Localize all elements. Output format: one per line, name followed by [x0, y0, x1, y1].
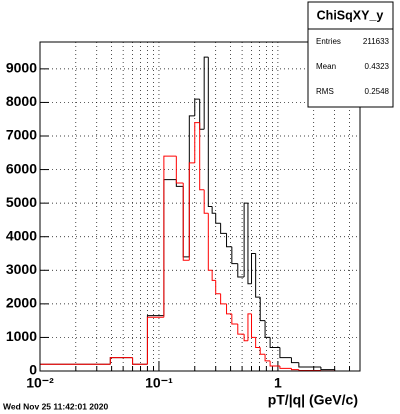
stats-label: RMS: [316, 87, 334, 96]
x-tick-label: 10⁻²: [26, 375, 54, 391]
histogram-bin: [269, 360, 280, 367]
histogram-bin: [298, 362, 321, 368]
y-tick-label: 6000: [6, 160, 37, 176]
y-tick-label: 7000: [6, 127, 37, 143]
histogram-bin: [132, 357, 148, 365]
histogram-bin: [211, 270, 216, 281]
histogram-bin: [259, 347, 266, 355]
histogram-bin: [226, 233, 232, 248]
x-tick-label: 10⁻¹: [145, 375, 173, 391]
stats-title: ChiSqXY_y: [317, 8, 384, 22]
histogram-bin: [207, 213, 213, 271]
histogram-bin: [194, 122, 200, 163]
y-tick-label: 4000: [6, 227, 37, 243]
histogram-bin: [226, 303, 232, 315]
histogram-bin: [264, 320, 271, 338]
histogram-bin: [194, 98, 200, 116]
histogram-bin: [203, 189, 209, 214]
timestamp: Wed Nov 25 11:42:01 2020: [3, 401, 108, 411]
histogram-bin: [251, 253, 256, 284]
y-tick-label: 3000: [6, 261, 37, 277]
histogram-bin: [109, 357, 133, 365]
stats-box: ChiSqXY_y Entries 211633 Mean 0.4323 RMS…: [307, 1, 394, 108]
histogram-bin: [199, 122, 205, 191]
histogram-bin: [231, 246, 238, 265]
y-tick-label: 5000: [6, 194, 37, 210]
histogram-bin: [182, 183, 190, 261]
y-tick-label: 1000: [6, 328, 37, 344]
plot-frame: [39, 41, 361, 372]
histogram-bin: [247, 313, 252, 341]
histogram-bin: [211, 206, 216, 214]
y-tick-label: 8000: [6, 93, 37, 109]
histogram-bin: [237, 324, 245, 335]
stats-value: 0.4323: [365, 62, 390, 71]
stats-value: 0.2548: [365, 87, 390, 96]
histogram-bin: [259, 297, 266, 322]
histogram-bin: [251, 313, 256, 338]
y-tick-label: 0: [29, 362, 37, 378]
histogram-bin: [290, 368, 299, 371]
stats-frame: [307, 1, 394, 108]
histogram-bin: [279, 347, 292, 359]
histogram-bin: [243, 202, 248, 277]
histogram-bin: [320, 366, 336, 371]
y-tick-label: 9000: [6, 60, 37, 76]
histogram-bin: [243, 334, 248, 342]
histogram-bin: [255, 337, 261, 348]
x-tick-label: 1: [274, 375, 282, 391]
y-tick-label: 2000: [6, 295, 37, 311]
x-axis-title: pT/|q| (GeV/c): [268, 392, 358, 408]
histogram-bin: [207, 57, 213, 207]
histogram-bin: [220, 223, 227, 234]
histogram-bin: [175, 156, 184, 184]
histogram-bin: [215, 280, 221, 295]
histogram-bin: [298, 369, 321, 371]
histogram-bin: [247, 203, 252, 285]
histogram-bin: [279, 365, 292, 369]
histogram-bin: [231, 313, 238, 325]
histogram-bin: [203, 56, 209, 130]
histogram-bin: [255, 253, 261, 298]
histogram-bin: [264, 354, 271, 362]
stats-label: Mean: [316, 62, 336, 71]
stats-label: Entries: [316, 37, 341, 46]
histogram-bin: [269, 337, 280, 348]
histogram-bin: [163, 155, 177, 318]
histogram-bin: [215, 213, 221, 224]
histogram-bin: [290, 357, 299, 364]
histogram-bin: [237, 263, 245, 278]
histogram-bin: [146, 316, 164, 365]
histogram-bin: [188, 162, 195, 261]
stats-value: 211633: [363, 37, 390, 46]
plot-border: [39, 41, 361, 372]
histogram-bin: [220, 293, 227, 305]
